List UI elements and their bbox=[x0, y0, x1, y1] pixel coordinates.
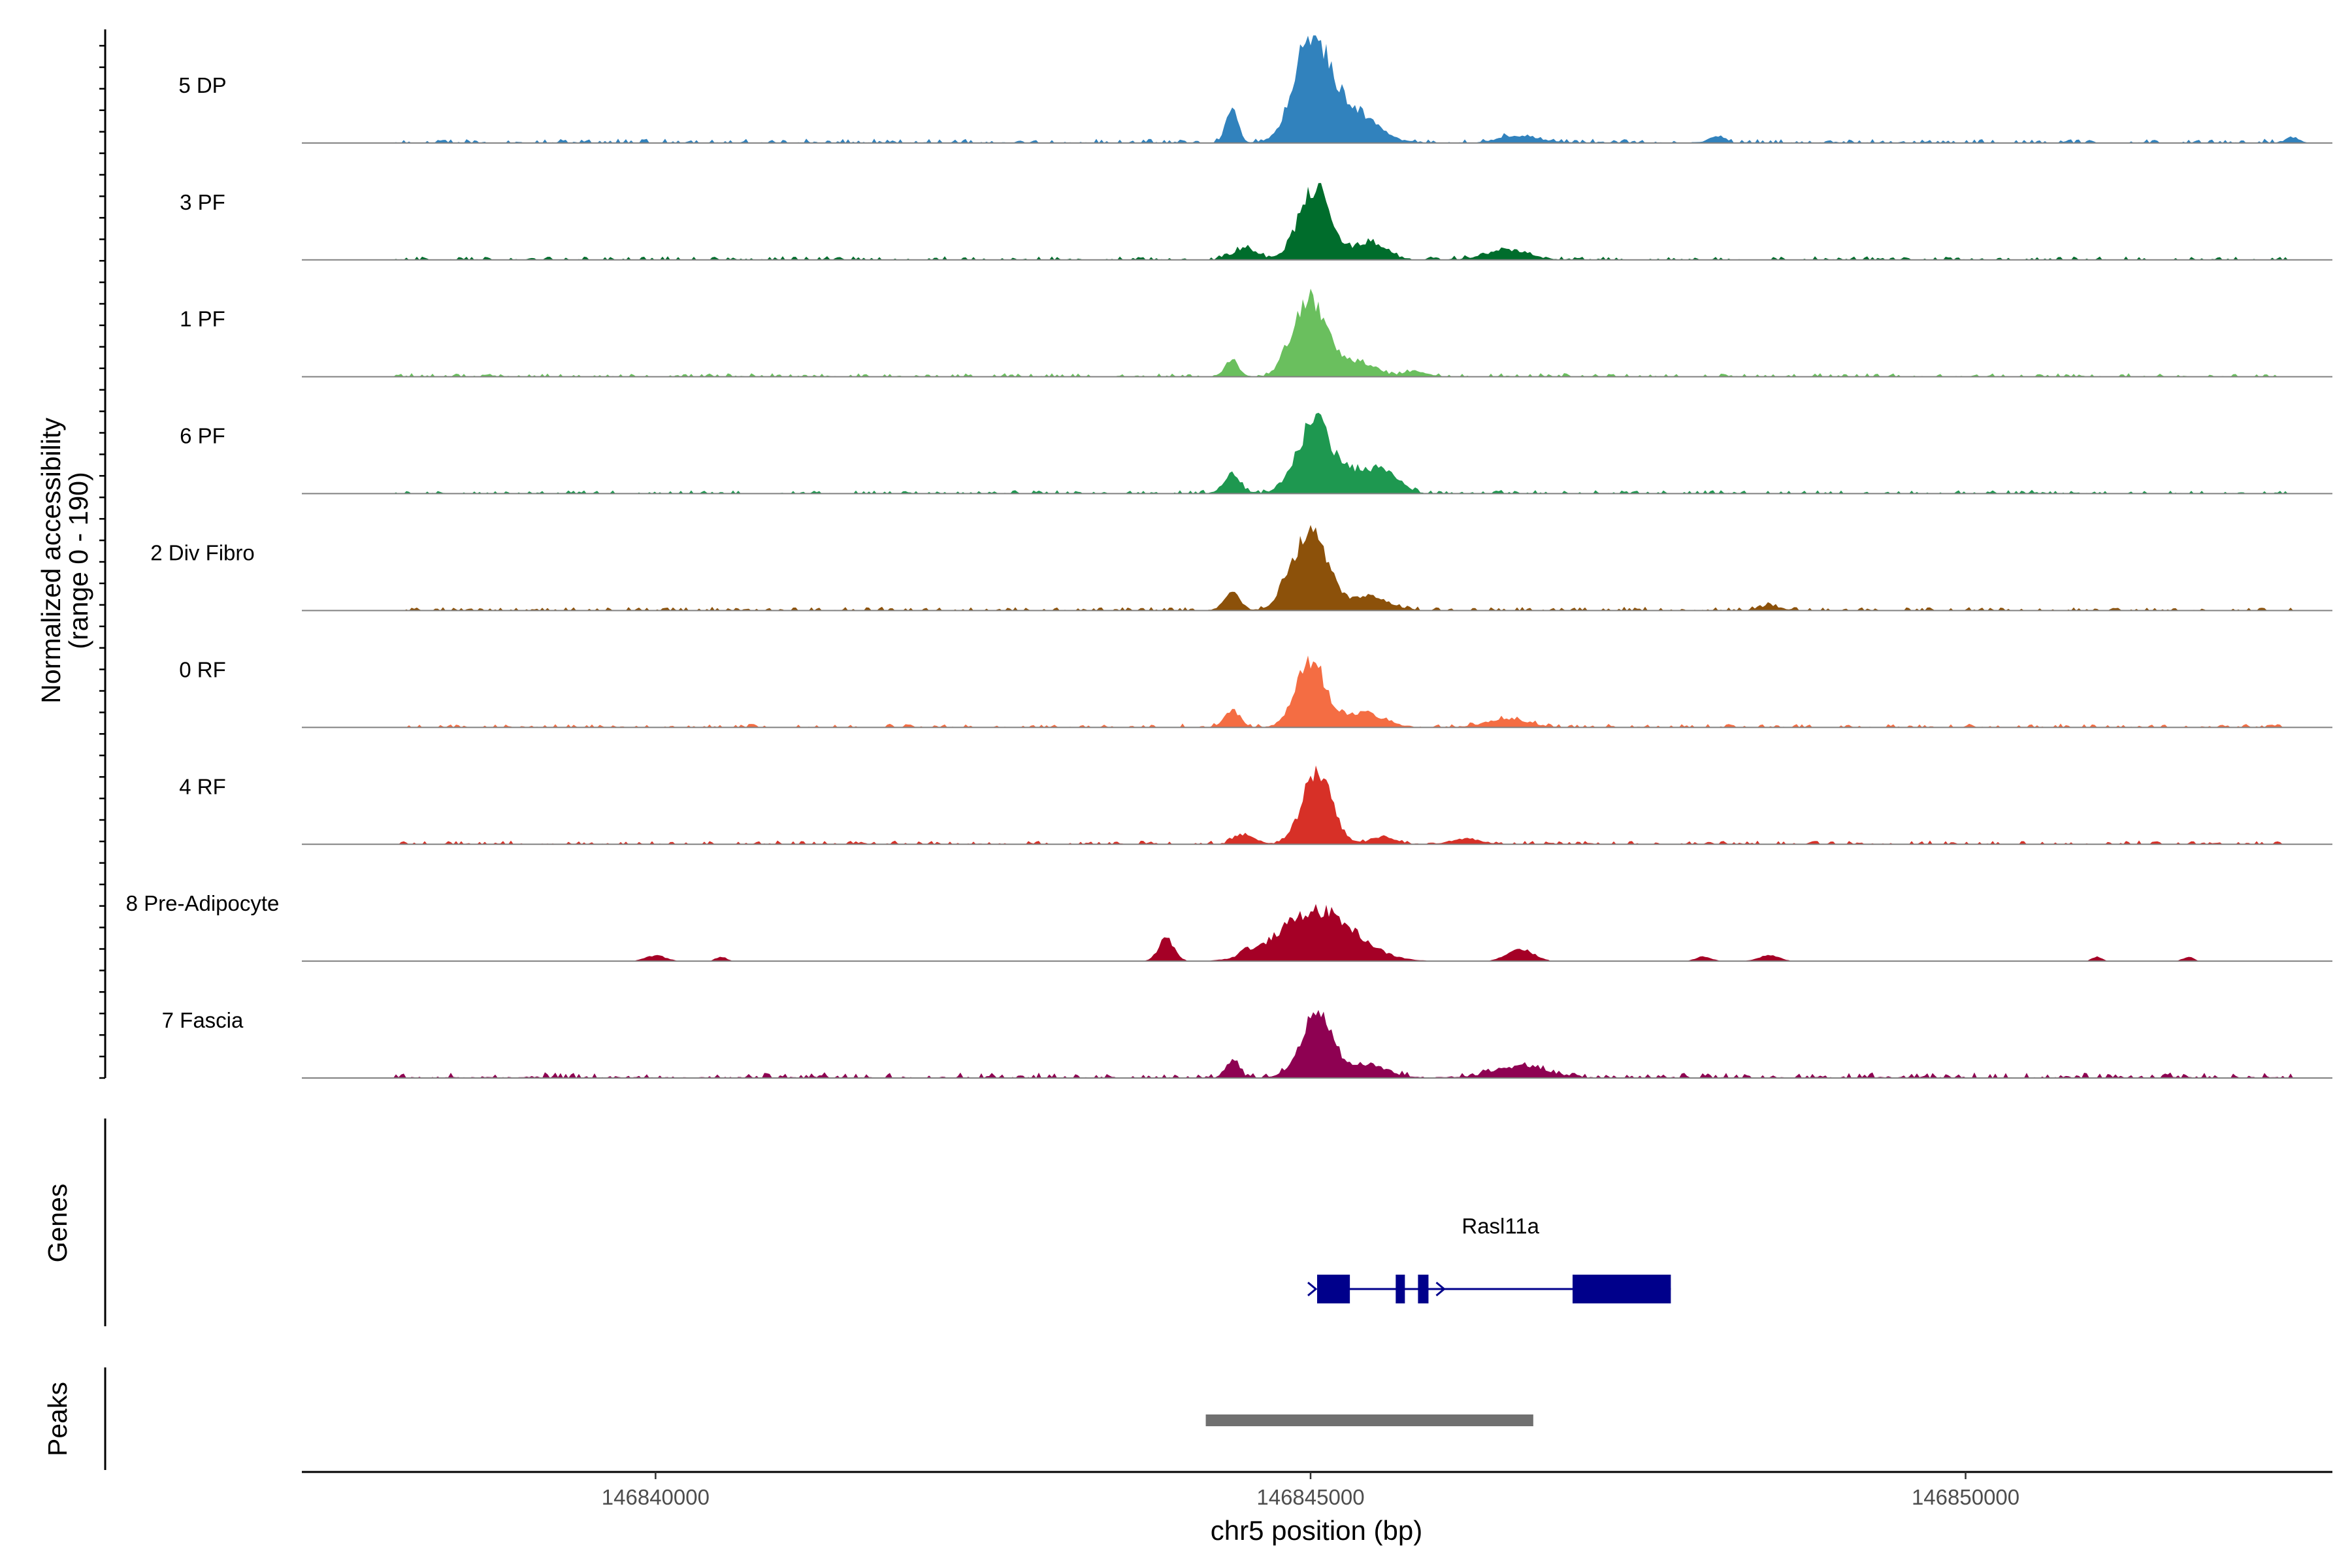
coverage-area bbox=[302, 904, 2332, 962]
track-label: 1 PF bbox=[180, 307, 225, 331]
y-axis-title-line1: Normalized accessibility bbox=[36, 417, 66, 704]
track-8-pre-adipocyte: 8 Pre-Adipocyte bbox=[126, 891, 2332, 962]
coverage-area bbox=[302, 1009, 2332, 1078]
coverage-area bbox=[302, 412, 2332, 494]
gene-name: Rasl11a bbox=[1462, 1214, 1539, 1238]
y-axis-title: Normalized accessibility (range 0 - 190) bbox=[36, 417, 93, 704]
gene-model: Rasl11a bbox=[1307, 1214, 1671, 1303]
track-label: 0 RF bbox=[179, 657, 226, 681]
track-label: 6 PF bbox=[180, 424, 225, 448]
track-3-pf: 3 PF bbox=[180, 183, 2332, 261]
track-label: 5 DP bbox=[178, 73, 226, 97]
strand-arrow bbox=[1307, 1281, 1318, 1297]
track-5-dp: 5 DP bbox=[178, 35, 2332, 144]
track-label: 3 PF bbox=[180, 190, 225, 214]
coverage-area bbox=[302, 288, 2332, 377]
x-tick-label: 146840000 bbox=[602, 1485, 710, 1509]
x-tick-label: 146845000 bbox=[1256, 1485, 1364, 1509]
coverage-area bbox=[302, 765, 2332, 845]
gene-exon bbox=[1396, 1275, 1405, 1303]
coverage-area bbox=[302, 655, 2332, 728]
track-1-pf: 1 PF bbox=[180, 288, 2332, 378]
gene-exon bbox=[1573, 1275, 1671, 1303]
x-axis-title: chr5 position (bp) bbox=[1211, 1515, 1423, 1546]
peaks-axis-title: Peaks bbox=[42, 1382, 73, 1456]
gene-exon bbox=[1418, 1275, 1429, 1303]
coverage-left-axis bbox=[99, 29, 106, 1079]
coverage-tracks: 5 DP 3 PF 1 PF 6 PF 2 Div Fibro 0 RF 4 RF 8 Pre… bbox=[126, 35, 2332, 1079]
x-tick-label: 146850000 bbox=[1912, 1485, 2019, 1509]
x-axis-ticks: 146840000 146845000 146850000 bbox=[602, 1472, 2019, 1509]
strand-arrow bbox=[1435, 1281, 1446, 1297]
track-0-rf: 0 RF bbox=[179, 655, 2332, 728]
gene-exon bbox=[1317, 1275, 1350, 1303]
gene-annotation-track: Rasl11a bbox=[1307, 1214, 1671, 1303]
track-label: 4 RF bbox=[179, 774, 226, 798]
track-7-fascia: 7 Fascia bbox=[162, 1008, 2332, 1079]
track-6-pf: 6 PF bbox=[180, 412, 2332, 495]
track-label: 8 Pre-Adipocyte bbox=[126, 891, 280, 915]
coverage-area bbox=[302, 35, 2332, 143]
track-4-rf: 4 RF bbox=[179, 765, 2332, 845]
track-2-div-fibro: 2 Div Fibro bbox=[150, 525, 2332, 612]
peaks-track bbox=[1205, 1414, 1533, 1426]
track-label: 7 Fascia bbox=[162, 1008, 244, 1032]
coverage-area bbox=[302, 525, 2332, 611]
y-axis-title-line2: (range 0 - 190) bbox=[63, 472, 93, 649]
track-label: 2 Div Fibro bbox=[150, 541, 255, 565]
coverage-area bbox=[302, 183, 2332, 260]
genes-axis-title: Genes bbox=[42, 1184, 73, 1263]
peak-region bbox=[1205, 1414, 1533, 1426]
